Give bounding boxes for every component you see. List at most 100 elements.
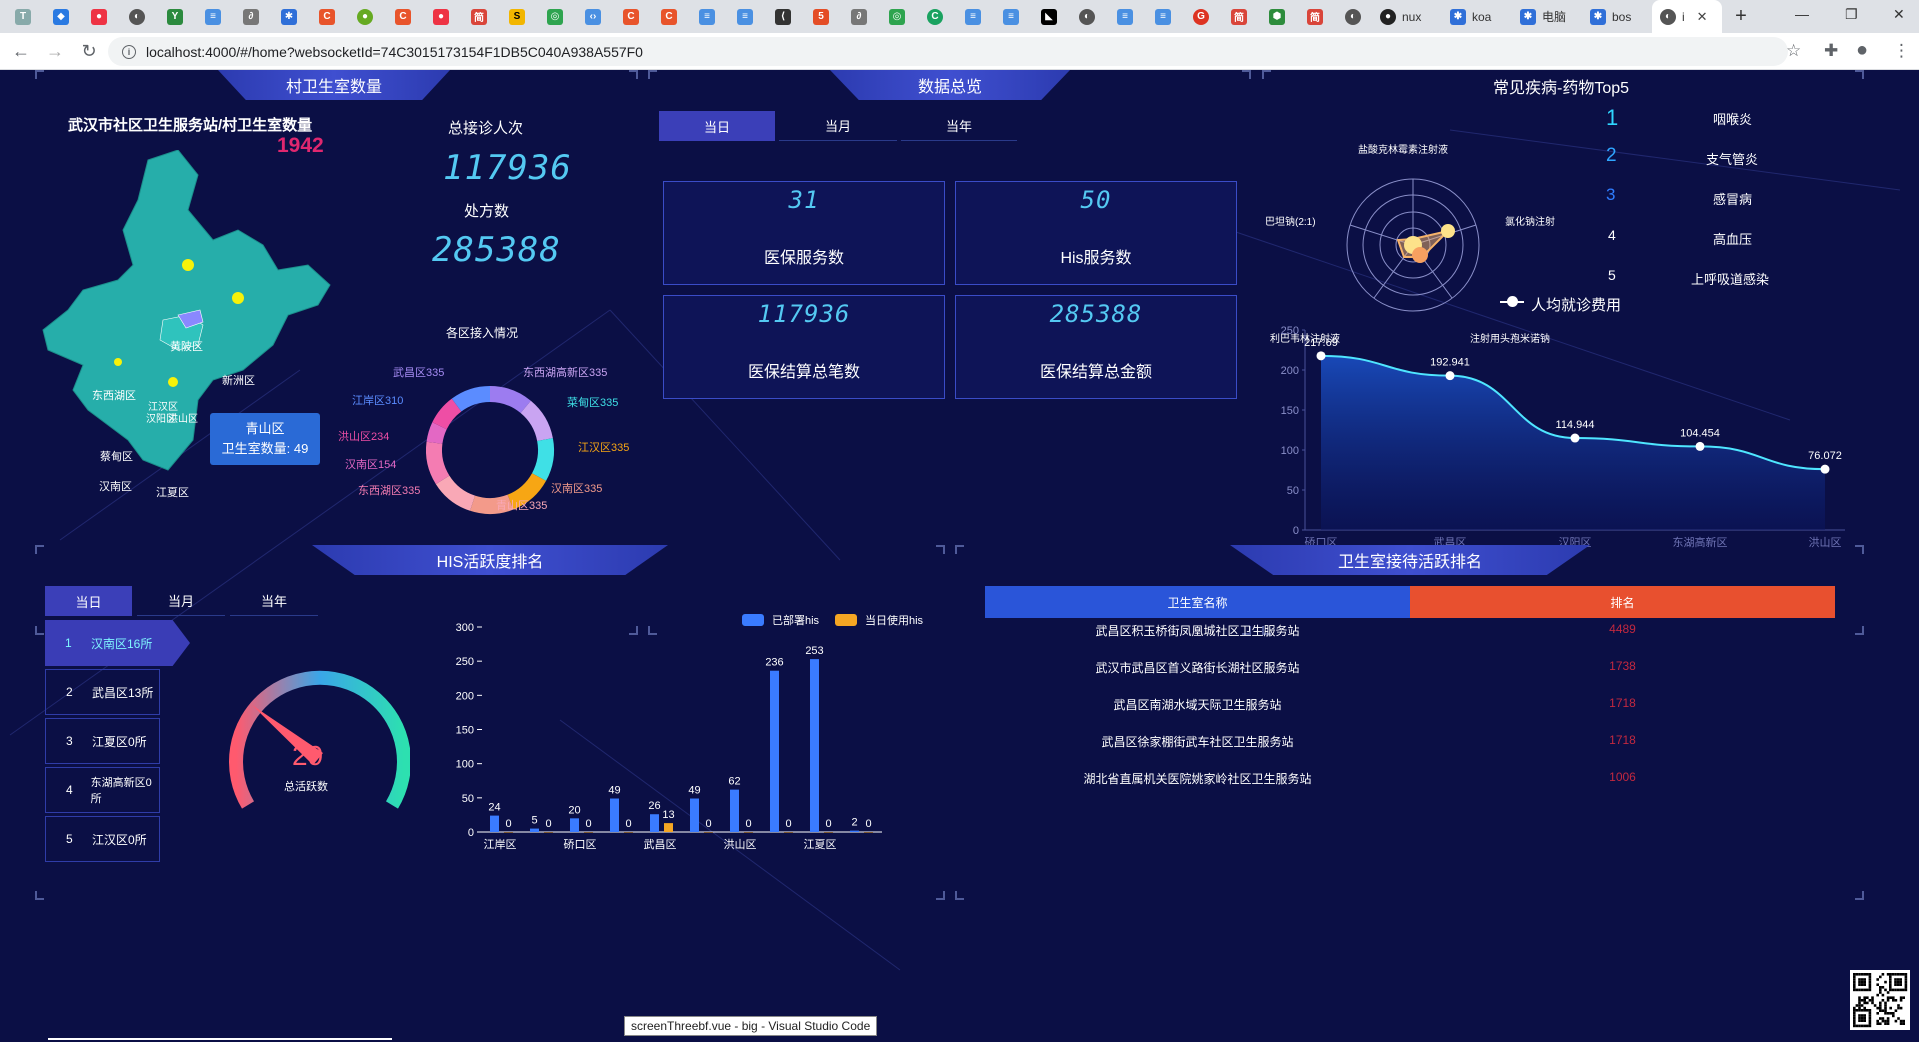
qr-module xyxy=(1884,1009,1887,1012)
qr-module xyxy=(1899,978,1902,981)
tab-favicon[interactable]: ≡ xyxy=(1106,0,1144,33)
tab-favicon[interactable]: ≡ xyxy=(688,0,726,33)
tab-favicon[interactable]: C xyxy=(384,0,422,33)
tab-bos[interactable]: ✱ bos xyxy=(1582,0,1652,33)
address-bar[interactable]: i localhost:4000/#/home?websocketId=74C3… xyxy=(108,37,1788,66)
tab-favicon[interactable]: ◆ xyxy=(42,0,80,33)
tab-active[interactable]: ◐ i ✕ xyxy=(1652,0,1722,33)
tab-favicon[interactable]: ● xyxy=(346,0,384,33)
tab-baidu[interactable]: ✱ 电脑 xyxy=(1512,0,1582,33)
tab-favicon[interactable]: S xyxy=(498,0,536,33)
tab-favicon[interactable]: ◎ xyxy=(878,0,916,33)
restore-icon[interactable]: ❐ xyxy=(1845,6,1858,22)
tab-favicon[interactable]: ≡ xyxy=(194,0,232,33)
tab-favicon[interactable]: ∂ xyxy=(840,0,878,33)
table-row[interactable]: 湖北省直属机关医院姚家岭社区卫生服务站 1006 xyxy=(985,770,1835,807)
tab-favicon[interactable]: ✱ xyxy=(270,0,308,33)
marker-caidian[interactable] xyxy=(114,358,122,366)
top5-name: 咽喉炎 xyxy=(1713,112,1753,127)
rank-name: 江夏区0所 xyxy=(92,734,147,749)
qr-code[interactable] xyxy=(1850,970,1910,1030)
tab-favicon[interactable]: ◎ xyxy=(536,0,574,33)
tab-favicon[interactable]: C xyxy=(916,0,954,33)
qr-module xyxy=(1881,986,1885,989)
close-window-icon[interactable]: ✕ xyxy=(1893,6,1905,22)
his-rank-row[interactable]: 3 江夏区0所 xyxy=(45,718,160,764)
tab-favicon[interactable]: ∂ xyxy=(232,0,270,33)
tab-favicon[interactable]: C xyxy=(650,0,688,33)
tab-favicon[interactable]: T xyxy=(4,0,42,33)
tab-favicon[interactable]: ◐ xyxy=(118,0,156,33)
tab-favicon[interactable]: C xyxy=(612,0,650,33)
qr-module xyxy=(1902,996,1905,999)
radar-point[interactable] xyxy=(1441,224,1455,238)
marker-xinzhou[interactable] xyxy=(232,292,244,304)
top5-rank: 1 xyxy=(1606,105,1619,130)
qr-module xyxy=(1866,1024,1869,1028)
qr-module xyxy=(1876,1019,1879,1023)
tab-favicon[interactable]: ⟨ xyxy=(764,0,802,33)
tab-favicon[interactable]: ‹› xyxy=(574,0,612,33)
table-row[interactable]: 武昌区徐家棚街武车社区卫生服务站 1718 xyxy=(985,733,1835,770)
table-row[interactable]: 武汉市武昌区首义路街长湖社区服务站 1738 xyxy=(985,659,1835,696)
tab-favicon[interactable]: G xyxy=(1182,0,1220,33)
tab-month[interactable]: 当月 xyxy=(137,586,225,616)
tab-favicon[interactable]: ≡ xyxy=(1144,0,1182,33)
tab-favicon[interactable]: ◣ xyxy=(1030,0,1068,33)
tab-koa[interactable]: ✱ koa xyxy=(1442,0,1512,33)
tab-favicon[interactable]: C xyxy=(308,0,346,33)
star-icon[interactable]: ☆ xyxy=(1786,41,1802,60)
table-row[interactable]: 武昌区积玉桥街凤凰城社区卫生服务站 4489 xyxy=(985,622,1835,659)
radar-point[interactable] xyxy=(1412,247,1428,263)
tab-year[interactable]: 当年 xyxy=(901,111,1017,141)
rank-name: 江汉区0所 xyxy=(92,832,147,847)
tab-favicon[interactable]: Y xyxy=(156,0,194,33)
his-rank-row[interactable]: 5 江汉区0所 xyxy=(45,816,160,862)
tab-favicon[interactable]: ● xyxy=(422,0,460,33)
table-row[interactable]: 武昌区南湖水域天际卫生服务站 1718 xyxy=(985,696,1835,733)
tab-favicon[interactable]: ● xyxy=(80,0,118,33)
back-icon[interactable]: ← xyxy=(12,40,30,61)
reload-icon[interactable]: ↻ xyxy=(81,40,97,61)
x-tick-label: 硚口区 xyxy=(564,838,597,851)
close-tab-icon[interactable]: ✕ xyxy=(1696,8,1708,24)
tab-favicon[interactable]: ⬢ xyxy=(1258,0,1296,33)
legend-swatch[interactable] xyxy=(742,614,764,626)
clinic-count: 1942 xyxy=(277,134,324,157)
qingshan-district[interactable] xyxy=(177,309,204,329)
extensions-icon[interactable]: ✚ xyxy=(1824,41,1839,60)
tab-favicon[interactable]: ≡ xyxy=(726,0,764,33)
col-header-name[interactable]: 卫生室名称 xyxy=(985,586,1410,618)
tab-month[interactable]: 当月 xyxy=(779,111,897,141)
tab-favicon[interactable]: 5 xyxy=(802,0,840,33)
tab-favicon[interactable]: 简 xyxy=(1296,0,1334,33)
his-rank-row[interactable]: 1 汉南区16所 xyxy=(45,620,190,666)
new-tab-button[interactable]: + xyxy=(1735,5,1747,27)
minimize-icon[interactable]: — xyxy=(1795,6,1809,22)
tab-favicon[interactable]: ◐ xyxy=(1068,0,1106,33)
tab-favicon[interactable]: ≡ xyxy=(992,0,1030,33)
avatar[interactable]: ● xyxy=(1856,39,1869,61)
col-header-rank[interactable]: 排名 xyxy=(1410,586,1835,618)
marker-jiangxia[interactable] xyxy=(168,377,178,387)
bar xyxy=(570,818,579,832)
menu-icon[interactable]: ⋮ xyxy=(1893,41,1910,60)
his-rank-row[interactable]: 2 武昌区13所 xyxy=(45,669,160,715)
tab-github[interactable]: ● nux xyxy=(1372,0,1442,33)
qr-module xyxy=(1858,996,1861,999)
data-point xyxy=(1695,441,1705,451)
diseases-title: 常见疾病-药物Top5 xyxy=(1493,80,1630,97)
tab-year[interactable]: 当年 xyxy=(230,586,318,616)
marker-huangpi[interactable] xyxy=(182,259,194,271)
tab-today[interactable]: 当日 xyxy=(659,111,775,141)
tab-favicon[interactable]: 简 xyxy=(460,0,498,33)
tab-favicon[interactable]: ≡ xyxy=(954,0,992,33)
legend-dot[interactable] xyxy=(1507,296,1518,307)
tab-favicon[interactable]: 简 xyxy=(1220,0,1258,33)
his-rank-row[interactable]: 4 东湖高新区0所 xyxy=(45,767,160,813)
info-icon[interactable]: i xyxy=(122,44,136,59)
tab-today[interactable]: 当日 xyxy=(45,586,132,616)
forward-icon[interactable]: → xyxy=(46,40,64,61)
legend-swatch[interactable] xyxy=(835,614,857,626)
tab-favicon[interactable]: ◐ xyxy=(1334,0,1372,33)
